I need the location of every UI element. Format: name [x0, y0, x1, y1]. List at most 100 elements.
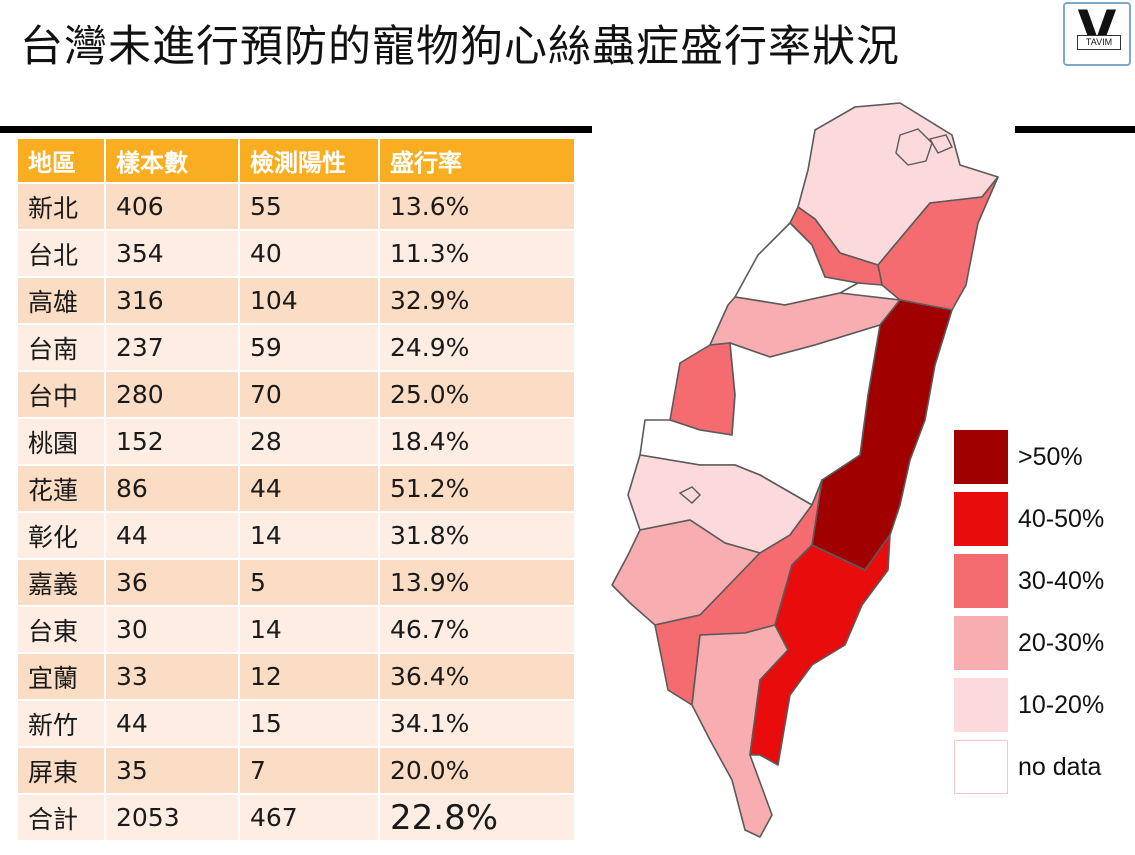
cell-samples: 354 — [106, 231, 238, 276]
cell-rate: 11.3% — [380, 231, 574, 276]
header-rule-right — [1015, 126, 1135, 133]
table-row: 台中 280 70 25.0% — [18, 372, 574, 417]
cell-region: 台北 — [18, 231, 104, 276]
legend-label: no data — [1018, 753, 1102, 781]
map-region-taitung — [749, 534, 891, 766]
legend-label: 30-40% — [1018, 567, 1105, 595]
cell-positive: 28 — [240, 419, 378, 464]
cell-rate: 20.0% — [380, 748, 574, 793]
table-header-row: 地區 樣本數 檢測陽性 盛行率 — [18, 139, 574, 182]
total-label: 合計 — [18, 795, 104, 840]
table-row: 桃園 152 28 18.4% — [18, 419, 574, 464]
legend-swatch — [954, 678, 1008, 732]
legend-label: >50% — [1018, 443, 1083, 471]
column-header: 樣本數 — [106, 139, 238, 182]
cell-positive: 40 — [240, 231, 378, 276]
table-row: 台南 237 59 24.9% — [18, 325, 574, 370]
cell-region: 花蓮 — [18, 466, 104, 511]
logo-text: TAVIM — [1077, 35, 1121, 50]
total-rate: 22.8% — [380, 795, 574, 840]
cell-region: 台南 — [18, 325, 104, 370]
cell-samples: 280 — [106, 372, 238, 417]
cell-region: 新北 — [18, 184, 104, 229]
table-body: 新北 406 55 13.6% 台北 354 40 11.3% 高雄 316 1… — [18, 184, 574, 840]
cell-rate: 13.6% — [380, 184, 574, 229]
cell-region: 彰化 — [18, 513, 104, 558]
map-region-northeast — [877, 176, 999, 311]
cell-rate: 31.8% — [380, 513, 574, 558]
legend-label: 20-30% — [1018, 629, 1105, 657]
cell-samples: 316 — [106, 278, 238, 323]
total-samples: 2053 — [106, 795, 238, 840]
column-header: 地區 — [18, 139, 104, 182]
map-outline-keelung — [928, 134, 953, 154]
cell-rate: 34.1% — [380, 701, 574, 746]
cell-rate: 36.4% — [380, 654, 574, 699]
legend-swatch — [954, 492, 1008, 546]
column-header: 檢測陽性 — [240, 139, 378, 182]
table-row: 台東 30 14 46.7% — [18, 607, 574, 652]
cell-region: 宜蘭 — [18, 654, 104, 699]
cell-positive: 14 — [240, 513, 378, 558]
legend-swatch — [954, 430, 1008, 484]
cell-rate: 18.4% — [380, 419, 574, 464]
header-rule-left — [0, 126, 592, 133]
tavim-logo: V TAVIM — [1063, 0, 1131, 66]
cell-region: 嘉義 — [18, 560, 104, 605]
table-row: 屏東 35 7 20.0% — [18, 748, 574, 793]
table-row: 宜蘭 33 12 36.4% — [18, 654, 574, 699]
legend-swatch — [954, 554, 1008, 608]
cell-positive: 55 — [240, 184, 378, 229]
cell-positive: 104 — [240, 278, 378, 323]
cell-samples: 86 — [106, 466, 238, 511]
map-outline-taipei — [895, 128, 933, 166]
table-row: 新竹 44 15 34.1% — [18, 701, 574, 746]
cell-rate: 46.7% — [380, 607, 574, 652]
cell-samples: 406 — [106, 184, 238, 229]
table-row: 彰化 44 14 31.8% — [18, 513, 574, 558]
cell-samples: 44 — [106, 513, 238, 558]
total-positive: 467 — [240, 795, 378, 840]
cell-region: 台東 — [18, 607, 104, 652]
map-outline-chiayi-city — [678, 486, 701, 504]
cell-samples: 33 — [106, 654, 238, 699]
cell-samples: 30 — [106, 607, 238, 652]
table-row: 嘉義 36 5 13.9% — [18, 560, 574, 605]
legend-label: 40-50% — [1018, 505, 1105, 533]
cell-positive: 14 — [240, 607, 378, 652]
cell-samples: 152 — [106, 419, 238, 464]
legend-swatch — [954, 616, 1008, 670]
table-row: 新北 406 55 13.6% — [18, 184, 574, 229]
taiwan-choropleth-map — [611, 102, 999, 838]
cell-samples: 35 — [106, 748, 238, 793]
cell-region: 桃園 — [18, 419, 104, 464]
cell-positive: 44 — [240, 466, 378, 511]
cell-rate: 24.9% — [380, 325, 574, 370]
cell-region: 高雄 — [18, 278, 104, 323]
page-title: 台灣未進行預防的寵物狗心絲蟲症盛行率狀況 — [20, 22, 900, 72]
cell-positive: 15 — [240, 701, 378, 746]
table-row: 花蓮 86 44 51.2% — [18, 466, 574, 511]
table-row: 台北 354 40 11.3% — [18, 231, 574, 276]
cell-region: 台中 — [18, 372, 104, 417]
cell-positive: 59 — [240, 325, 378, 370]
cell-positive: 5 — [240, 560, 378, 605]
cell-rate: 51.2% — [380, 466, 574, 511]
cell-rate: 25.0% — [380, 372, 574, 417]
legend-swatch — [954, 740, 1008, 794]
legend-label: 10-20% — [1018, 691, 1105, 719]
cell-samples: 36 — [106, 560, 238, 605]
cell-samples: 237 — [106, 325, 238, 370]
cell-positive: 12 — [240, 654, 378, 699]
cell-region: 屏東 — [18, 748, 104, 793]
map-region-changhua — [669, 342, 736, 436]
table-row: 高雄 316 104 32.9% — [18, 278, 574, 323]
cell-rate: 32.9% — [380, 278, 574, 323]
cell-samples: 44 — [106, 701, 238, 746]
prevalence-table: 地區 樣本數 檢測陽性 盛行率 新北 406 55 13.6% 台北 354 4… — [16, 137, 576, 842]
table-total-row: 合計 2053 467 22.8% — [18, 795, 574, 840]
cell-positive: 7 — [240, 748, 378, 793]
cell-rate: 13.9% — [380, 560, 574, 605]
cell-positive: 70 — [240, 372, 378, 417]
column-header: 盛行率 — [380, 139, 574, 182]
